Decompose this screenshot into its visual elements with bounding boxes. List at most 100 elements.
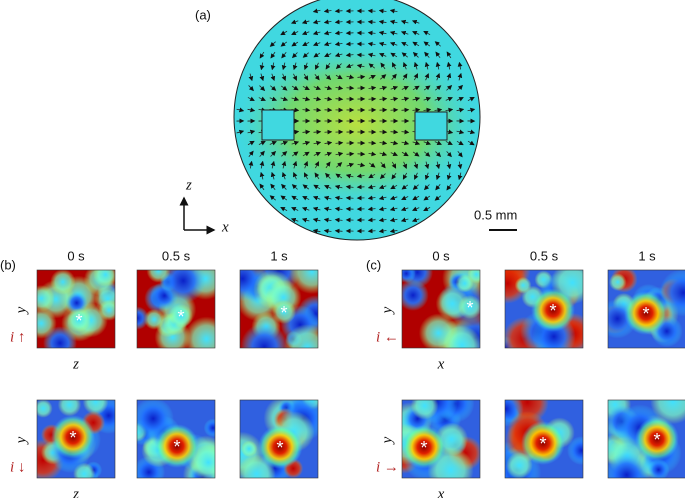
flow-arrow xyxy=(269,96,277,102)
flow-arrow xyxy=(270,85,277,91)
flow-arrow xyxy=(303,161,309,169)
flow-arrow xyxy=(356,63,365,69)
flow-arrow xyxy=(312,30,321,36)
flow-arrow xyxy=(292,62,298,71)
flow-arrow xyxy=(314,172,320,180)
flow-arrow xyxy=(334,195,343,201)
axes-indicator xyxy=(179,196,216,235)
axis-label: y xyxy=(13,306,29,315)
flow-arrow xyxy=(335,140,344,146)
flow-arrow xyxy=(367,184,376,190)
axis-label: y xyxy=(13,436,29,445)
flow-arrow xyxy=(413,61,419,70)
flow-arrow xyxy=(402,161,408,169)
flow-arrow xyxy=(435,51,441,59)
heatmap-blob xyxy=(65,291,88,314)
flow-arrow xyxy=(391,73,397,80)
flow-arrow xyxy=(313,184,321,190)
flow-arrow xyxy=(236,129,245,135)
flow-arrow xyxy=(345,184,354,190)
heatmap xyxy=(402,270,480,348)
flow-arrow xyxy=(259,160,265,169)
flow-arrow xyxy=(312,228,321,234)
flow-arrow xyxy=(378,184,387,190)
flow-arrow xyxy=(467,140,475,146)
flow-arrow xyxy=(291,184,298,190)
flow-arrow xyxy=(368,140,377,146)
heatmap-frame xyxy=(504,399,584,479)
flow-arrow xyxy=(424,161,430,170)
flow-arrow xyxy=(446,183,452,191)
heatmap-hotspot xyxy=(624,291,668,335)
flow-arrow xyxy=(389,195,398,201)
heatmap-hotspot xyxy=(635,417,679,461)
flow-arrow xyxy=(247,140,255,146)
flow-arrow xyxy=(247,107,256,113)
flow-arrow xyxy=(402,172,408,180)
flow-arrow xyxy=(456,107,465,113)
flow-arrow xyxy=(401,151,409,157)
heatmap-frame xyxy=(401,399,481,479)
flow-arrow xyxy=(334,206,343,212)
flow-arrow xyxy=(248,85,254,92)
flow-arrow xyxy=(324,85,333,91)
flow-arrow xyxy=(313,129,322,135)
flow-arrow xyxy=(390,52,398,58)
flow-arrow xyxy=(357,162,366,168)
flow-arrow xyxy=(291,195,299,201)
heatmap xyxy=(505,270,583,348)
flow-arrow xyxy=(258,141,266,146)
heatmap xyxy=(608,400,685,478)
flow-arrow xyxy=(401,195,409,200)
flow-arrow xyxy=(357,74,366,80)
flow-arrow xyxy=(259,171,265,180)
heatmap-frame xyxy=(401,269,481,349)
flow-arrow xyxy=(270,150,277,157)
flow-arrow xyxy=(248,150,254,157)
axis-label: x xyxy=(437,356,445,372)
flow-arrow xyxy=(302,52,309,58)
flow-arrow xyxy=(334,30,343,36)
flow-arrow xyxy=(290,19,299,25)
flow-arrow xyxy=(346,151,355,157)
flow-arrow xyxy=(411,19,420,25)
flow-arrow xyxy=(325,161,331,169)
flow-arrow xyxy=(445,107,454,113)
current-label: i ← xyxy=(376,329,399,345)
panel-label: (c) xyxy=(366,257,381,272)
flow-arrow xyxy=(446,61,452,70)
flow-arrow xyxy=(323,217,332,223)
heatmap xyxy=(240,270,318,348)
flow-arrow xyxy=(325,172,331,179)
heatmap-blob xyxy=(410,400,439,420)
flow-arrow xyxy=(401,140,410,146)
flow-arrow xyxy=(302,184,310,190)
time-label: 0.5 s xyxy=(530,248,559,263)
flow-arrow xyxy=(379,96,388,102)
flow-arrow xyxy=(312,8,321,14)
flow-arrow xyxy=(379,140,388,146)
current-label: i ↑ xyxy=(10,329,25,345)
flow-arrow xyxy=(302,140,311,146)
heatmap-blob xyxy=(514,276,532,294)
heatmap-blob xyxy=(93,270,115,287)
flow-arrow xyxy=(390,184,398,190)
flow-arrow xyxy=(312,19,321,25)
flow-arrow xyxy=(269,41,276,47)
flow-arrow xyxy=(389,217,398,223)
panel-label: (b) xyxy=(0,257,16,272)
flow-arrow xyxy=(368,173,376,179)
flow-arrow xyxy=(424,61,430,70)
flow-arrow xyxy=(435,61,441,70)
flow-arrow xyxy=(291,96,300,102)
heatmap-blob xyxy=(283,324,318,348)
flow-arrow xyxy=(248,160,254,169)
flow-arrow xyxy=(390,151,398,156)
flow-arrow xyxy=(269,141,277,146)
time-label: 1 s xyxy=(638,248,656,263)
flow-arrow xyxy=(380,74,387,80)
flow-arrow xyxy=(423,195,431,201)
flow-arrow xyxy=(389,228,398,234)
flow-arrow xyxy=(378,41,387,47)
heatmap-blob xyxy=(183,316,215,348)
